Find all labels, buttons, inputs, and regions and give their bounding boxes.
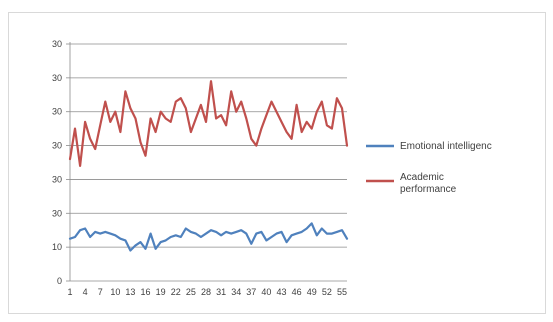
x-tick-label-3: 10 [110,287,120,297]
x-tick-label-12: 37 [246,287,256,297]
x-tick-label-18: 55 [337,287,347,297]
x-tick-label-11: 34 [231,287,241,297]
y-tick-label-2: 30 [52,208,62,218]
x-tick-label-5: 16 [141,287,151,297]
y-tick-label-0: 0 [57,276,62,286]
x-tick-label-7: 22 [171,287,181,297]
x-tick-label-9: 28 [201,287,211,297]
x-tick-label-0: 1 [67,287,72,297]
y-tick-label-5: 30 [52,107,62,117]
x-tick-label-6: 19 [156,287,166,297]
y-tick-labels: 0 10 30 30 30 30 30 30 [52,39,62,286]
x-tick-label-4: 13 [125,287,135,297]
y-tick-label-1: 10 [52,242,62,252]
x-tick-label-17: 52 [322,287,332,297]
y-tick-label-3: 30 [52,174,62,184]
gridlines [70,43,347,248]
x-tick-label-16: 49 [307,287,317,297]
x-tick-label-2: 7 [98,287,103,297]
x-tick-label-13: 40 [261,287,271,297]
chart-frame [8,12,546,314]
x-tick-label-15: 46 [292,287,302,297]
series-line-1 [68,80,349,167]
x-tick-label-10: 31 [216,287,226,297]
series-lines [68,80,349,252]
x-tick-label-1: 4 [83,287,88,297]
axes [66,42,347,282]
legend-label-0: Emotional intelligenc [400,141,492,152]
y-tick-label-6: 30 [52,73,62,83]
y-tick-label-7: 30 [52,39,62,49]
x-tick-label-14: 43 [277,287,287,297]
x-tick-labels: 1 4 7 10 13 16 19 22 25 28 31 34 37 40 43 46 49 52 55 [67,287,346,297]
y-tick-label-4: 30 [52,141,62,151]
x-tick-label-8: 25 [186,287,196,297]
legend: Emotional intelligenc Academic performance [366,141,492,195]
series-line-0 [68,222,349,252]
legend-label-1: Academic performance [400,172,457,195]
